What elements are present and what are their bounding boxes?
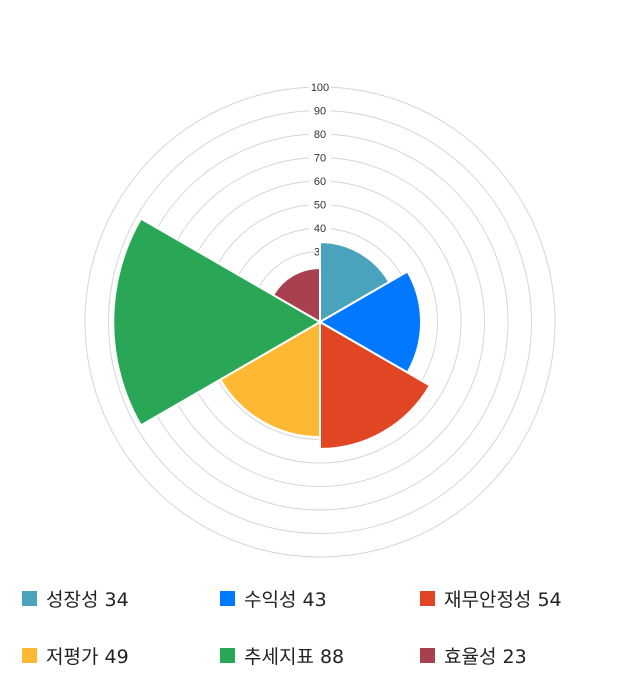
- legend-item[interactable]: 성장성 34: [22, 585, 129, 612]
- legend-label: 재무안정성 54: [444, 589, 562, 611]
- tick-label: 80: [314, 129, 326, 141]
- tick-label-bg: [309, 128, 331, 140]
- tick-label: 40: [314, 223, 326, 235]
- polar-area-chart: 40 50 60 70 80 90 100 3: [84, 81, 556, 558]
- legend-item[interactable]: 효율성 23: [420, 642, 527, 669]
- legend-item[interactable]: 수익성 43: [220, 585, 327, 612]
- wedge-저평가: [218, 320, 321, 439]
- wedge-추세지표: [112, 217, 322, 427]
- tick-label: 3: [314, 247, 320, 259]
- legend-label: 수익성 43: [244, 589, 327, 611]
- legend-label: 효율성 23: [444, 646, 527, 668]
- legend-swatch: [22, 591, 37, 606]
- legend-label: 저평가 49: [46, 646, 129, 668]
- legend-swatch: [220, 648, 235, 663]
- tick-label-bg: [309, 222, 331, 234]
- tick-label-bg: [309, 198, 331, 211]
- legend-item[interactable]: 재무안정성 54: [420, 585, 562, 612]
- wedge-수익성: [317, 270, 422, 374]
- legend-label: 성장성 34: [46, 589, 129, 611]
- tick-label: 70: [314, 153, 326, 165]
- tick-label-bg: [309, 81, 331, 93]
- legend-swatch: [220, 591, 235, 606]
- wedge-재무안정성: [319, 320, 432, 450]
- tick-label-bg: [309, 104, 331, 117]
- tick-label: 50: [314, 200, 326, 212]
- legend-item[interactable]: 저평가 49: [22, 642, 129, 669]
- wedge-성장성: [319, 241, 391, 324]
- tick-label-bg: [309, 175, 331, 187]
- legend-swatch: [420, 591, 435, 606]
- tick-label: 90: [314, 106, 326, 118]
- tick-label: 60: [314, 176, 326, 188]
- legend-swatch: [22, 648, 37, 663]
- tick-label: 100: [311, 82, 329, 94]
- legend-item[interactable]: 추세지표 88: [220, 642, 344, 669]
- legend-label: 추세지표 88: [244, 646, 345, 668]
- tick-label-bg: [309, 151, 331, 164]
- wedge-효율성: [271, 266, 321, 324]
- legend-swatch: [420, 648, 435, 663]
